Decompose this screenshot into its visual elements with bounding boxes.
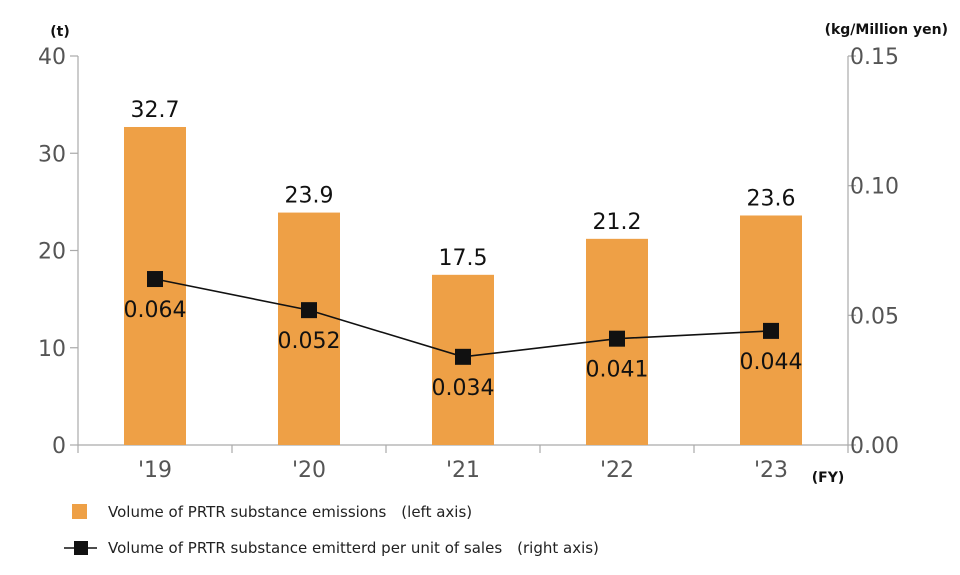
x-tick-label: '20 xyxy=(292,458,326,483)
line-value-label: 0.064 xyxy=(124,298,187,323)
bar xyxy=(278,212,340,445)
bar-value-label: 17.5 xyxy=(439,246,488,271)
data-labels: 32.7 23.9 17.5 21.2 23.6 0.064 0.052 0.034 0.041… xyxy=(124,98,803,401)
right-axis-unit: (kg/Million yen) xyxy=(825,22,948,38)
bar-value-label: 32.7 xyxy=(131,98,180,123)
bar-value-label: 23.6 xyxy=(747,186,796,211)
line-value-label: 0.052 xyxy=(278,329,341,354)
legend: Volume of PRTR substance emissions (left… xyxy=(64,503,599,557)
right-tick-label: 0.10 xyxy=(850,175,899,200)
axes: 0 10 20 30 40 0.00 0.05 0.10 0.15 '19 '20 '21 '22 '23… xyxy=(38,22,948,486)
bar-value-label: 23.9 xyxy=(285,184,334,209)
right-tick-label: 0.05 xyxy=(850,304,899,329)
legend-line-marker xyxy=(74,541,88,555)
x-tick-label: '22 xyxy=(600,458,634,483)
line-point-marker xyxy=(147,271,163,288)
x-tick-label: '19 xyxy=(138,458,172,483)
x-tick-label: '21 xyxy=(446,458,480,483)
line-value-label: 0.034 xyxy=(432,376,495,401)
line-point-marker xyxy=(301,302,317,319)
left-tick-label: 20 xyxy=(38,240,66,265)
left-axis-unit: (t) xyxy=(50,24,70,40)
left-tick-label: 0 xyxy=(52,434,66,459)
bar-value-label: 21.2 xyxy=(593,210,642,235)
right-tick-label: 0.15 xyxy=(850,45,899,70)
left-tick-label: 10 xyxy=(38,337,66,362)
line-series xyxy=(147,271,779,365)
legend-bar-label: Volume of PRTR substance emissions (left… xyxy=(108,503,472,521)
line-point-marker xyxy=(455,348,471,365)
x-axis-unit: (FY) xyxy=(812,470,845,486)
x-tick-label: '23 xyxy=(754,458,788,483)
line-value-label: 0.041 xyxy=(586,358,649,383)
left-tick-label: 30 xyxy=(38,142,66,167)
line-point-marker xyxy=(609,330,625,347)
line-point-marker xyxy=(763,322,779,339)
line-value-label: 0.044 xyxy=(740,350,803,375)
legend-line-label: Volume of PRTR substance emitterd per un… xyxy=(108,539,599,557)
right-tick-label: 0.00 xyxy=(850,434,899,459)
left-tick-label: 40 xyxy=(38,45,66,70)
legend-bar-swatch xyxy=(72,504,87,519)
